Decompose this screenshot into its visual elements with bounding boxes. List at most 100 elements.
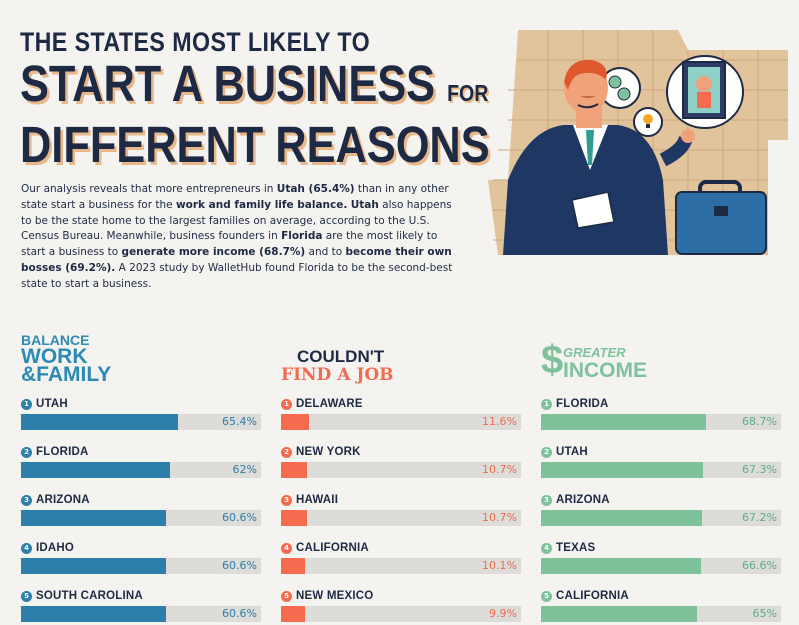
bar-track: 11.6%: [281, 414, 521, 430]
intro-bold: generate more income (68.7%): [121, 246, 306, 259]
rank-label: 2 NEW YORK: [281, 445, 361, 459]
bar-fill: [541, 414, 706, 430]
ranking-row: 3 ARIZONA 67.2%: [541, 493, 781, 539]
rank-label: 4 IDAHO: [21, 541, 74, 555]
bar-track: 60.6%: [21, 606, 261, 622]
rank-label: 5 NEW MEXICO: [281, 589, 373, 603]
title-line-1: THE STATES MOST LIKELY TO: [20, 27, 371, 57]
bar-fill: [281, 558, 306, 574]
state-name: UTAH: [556, 446, 588, 458]
bar-track: 65%: [541, 606, 781, 622]
bar-track: 60.6%: [21, 558, 261, 574]
state-name: ARIZONA: [556, 494, 610, 506]
rank-number-badge: 1: [21, 398, 32, 410]
bar-fill: [21, 606, 167, 622]
state-name: FLORIDA: [36, 446, 89, 458]
column-work-family: BALANCE WORK &FAMILY 1 UTAH 65.4% 2 FLORIDA 6…: [21, 330, 261, 622]
bar-fill: [21, 510, 167, 526]
state-name: FLORIDA: [556, 398, 609, 410]
ranking-row: 2 FLORIDA 62%: [21, 445, 261, 491]
state-name: UTAH: [36, 398, 68, 410]
rank-number-badge: 2: [541, 446, 552, 458]
lightbulb-icon: [633, 107, 663, 137]
header-line-1: GREATER: [563, 345, 626, 360]
rank-label: 1 FLORIDA: [541, 397, 609, 411]
rank-number-badge: 2: [21, 446, 32, 458]
intro-bold: work and family life balance.: [175, 198, 348, 211]
bar-track: 9.9%: [281, 606, 521, 622]
percentage-value: 10.7%: [482, 463, 517, 476]
bar-fill: [541, 606, 697, 622]
bar-fill: [281, 462, 307, 478]
bar-fill: [21, 558, 167, 574]
document-icon: [571, 191, 615, 229]
rank-label: 3 ARIZONA: [541, 493, 610, 507]
bar-track: 10.1%: [281, 558, 521, 574]
intro-bold: Utah (65.4%): [276, 183, 355, 195]
percentage-value: 11.6%: [482, 415, 517, 428]
percentage-value: 60.6%: [222, 511, 257, 524]
intro-bold: Florida: [281, 230, 323, 243]
rank-number-badge: 3: [281, 494, 292, 506]
column-greater-income: $ GREATER INCOME 1 FLORIDA 68.7% 2 UTAH 67.3%…: [541, 330, 781, 622]
ranking-row: 2 UTAH 67.3%: [541, 445, 781, 491]
ranking-row: 1 UTAH 65.4%: [21, 397, 261, 443]
ranking-row: 3 ARIZONA 60.6%: [21, 493, 261, 539]
page-title: THE STATES MOST LIKELY TO START A BUSINE…: [20, 26, 490, 173]
bar-fill: [281, 606, 305, 622]
percentage-value: 62%: [232, 463, 257, 476]
header-line-2: FIND A JOB: [281, 365, 394, 385]
percentage-value: 10.1%: [482, 559, 517, 572]
intro-text: and to: [305, 246, 346, 259]
intro-bold: become their own bosses (69.2%).: [21, 246, 452, 274]
percentage-value: 65.4%: [222, 415, 257, 428]
rank-label: 3 HAWAII: [281, 493, 338, 507]
family-portrait-icon: [666, 55, 744, 129]
rank-number-badge: 4: [21, 542, 32, 554]
header-line-2: INCOME: [563, 359, 647, 382]
state-name: SOUTH CAROLINA: [36, 590, 143, 602]
bar-fill: [281, 510, 307, 526]
bar-track: 67.2%: [541, 510, 781, 526]
header-line-1: WORK: [21, 345, 88, 368]
rank-number-badge: 3: [541, 494, 552, 506]
intro-paragraph: Our analysis reveals that more entrepren…: [21, 182, 461, 293]
percentage-value: 67.3%: [742, 463, 777, 476]
state-name: DELAWARE: [296, 398, 363, 410]
title-line-2-small: FOR: [447, 80, 489, 106]
column-header-find-job: COULDN'T FIND A JOB: [281, 330, 521, 390]
ranking-row: 2 NEW YORK 10.7%: [281, 445, 521, 491]
rank-number-badge: 5: [21, 590, 32, 602]
state-name: NEW MEXICO: [296, 590, 374, 602]
percentage-value: 68.7%: [742, 415, 777, 428]
rank-label: 3 ARIZONA: [21, 493, 90, 507]
title-line-2-main: START A BUSINESS: [20, 55, 436, 112]
percentage-value: 9.9%: [489, 607, 517, 620]
bar-track: 60.6%: [21, 510, 261, 526]
title-line-3: DIFFERENT REASONS: [20, 116, 490, 173]
briefcase-icon: [675, 180, 767, 255]
bar-fill: [281, 414, 309, 430]
ranking-row: 1 FLORIDA 68.7%: [541, 397, 781, 443]
header-small: BALANCE: [21, 332, 90, 348]
rank-number-badge: 5: [281, 590, 292, 602]
percentage-value: 67.2%: [742, 511, 777, 524]
businessman-illustration: [468, 30, 788, 260]
rank-label: 2 UTAH: [541, 445, 588, 459]
percentage-value: 65%: [752, 607, 777, 620]
header-line-1: COULDN'T: [297, 347, 385, 366]
state-name: TEXAS: [556, 542, 596, 554]
rank-number-badge: 4: [281, 542, 292, 554]
ranking-row: 5 CALIFORNIA 65%: [541, 589, 781, 625]
rank-label: 1 DELAWARE: [281, 397, 363, 411]
title-line-2: START A BUSINESS FOR: [20, 58, 488, 119]
ranking-row: 4 IDAHO 60.6%: [21, 541, 261, 587]
rank-label: 5 SOUTH CAROLINA: [21, 589, 143, 603]
column-find-job: COULDN'T FIND A JOB 1 DELAWARE 11.6% 2 NEW Y…: [281, 330, 521, 622]
dollar-sign-icon: $: [541, 338, 564, 382]
intro-text: are the most likely to start a business …: [21, 230, 438, 259]
rank-label: 2 FLORIDA: [21, 445, 89, 459]
ranking-row: 4 CALIFORNIA 10.1%: [281, 541, 521, 587]
bar-fill: [541, 462, 703, 478]
intro-text: also happens to be the state home to the…: [21, 198, 452, 243]
